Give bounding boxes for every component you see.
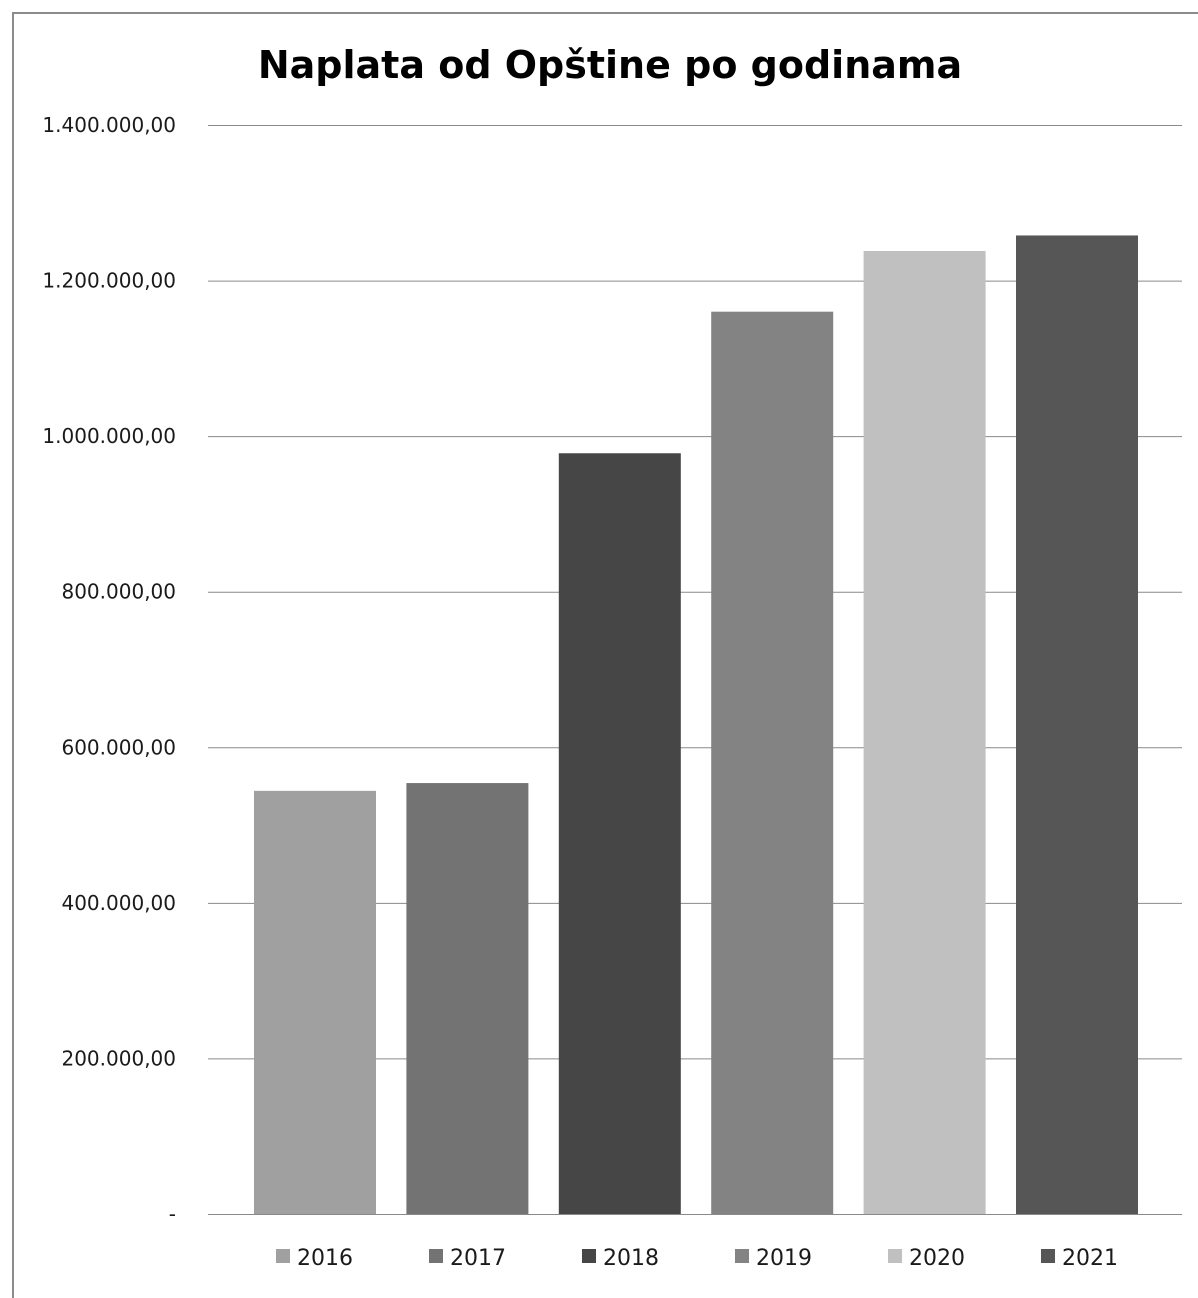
y-tick-label: 1.400.000,00 [42,113,176,137]
legend-swatch-2020 [888,1249,902,1263]
y-tick-label: 1.200.000,00 [42,269,176,293]
legend-label-2016: 2016 [297,1246,353,1271]
y-tick-label: 800.000,00 [61,580,176,604]
legend: 2016 2017 2018 2019 2020 2021 [276,1246,1118,1271]
chart-title: Naplata od Opštine po godinama [258,43,962,87]
legend-label-2017: 2017 [450,1246,506,1271]
bar-2021 [1016,235,1138,1215]
bar-2017 [406,783,529,1214]
y-tick-label: 600.000,00 [61,735,176,759]
legend-label-2019: 2019 [756,1246,812,1271]
bars [254,235,1138,1215]
legend-label-2020: 2020 [909,1246,965,1271]
y-tick-label: - [169,1202,176,1226]
legend-swatch-2021 [1041,1249,1055,1263]
y-tick-label: 1.000.000,00 [42,424,176,448]
legend-swatch-2017 [429,1249,443,1263]
bar-2018 [558,453,681,1214]
legend-swatch-2016 [276,1249,290,1263]
y-tick-label: 400.000,00 [61,891,176,915]
legend-swatch-2018 [582,1249,596,1263]
bar-2019 [711,311,834,1215]
legend-label-2018: 2018 [603,1246,659,1271]
y-axis-tick-labels: - 200.000,00 400.000,00 600.000,00 800.000,0… [42,113,176,1226]
y-tick-label: 200.000,00 [61,1046,176,1070]
legend-label-2021: 2021 [1062,1246,1118,1271]
bar-2020 [863,251,986,1214]
legend-swatch-2019 [735,1249,749,1263]
bar-2016 [254,790,376,1214]
